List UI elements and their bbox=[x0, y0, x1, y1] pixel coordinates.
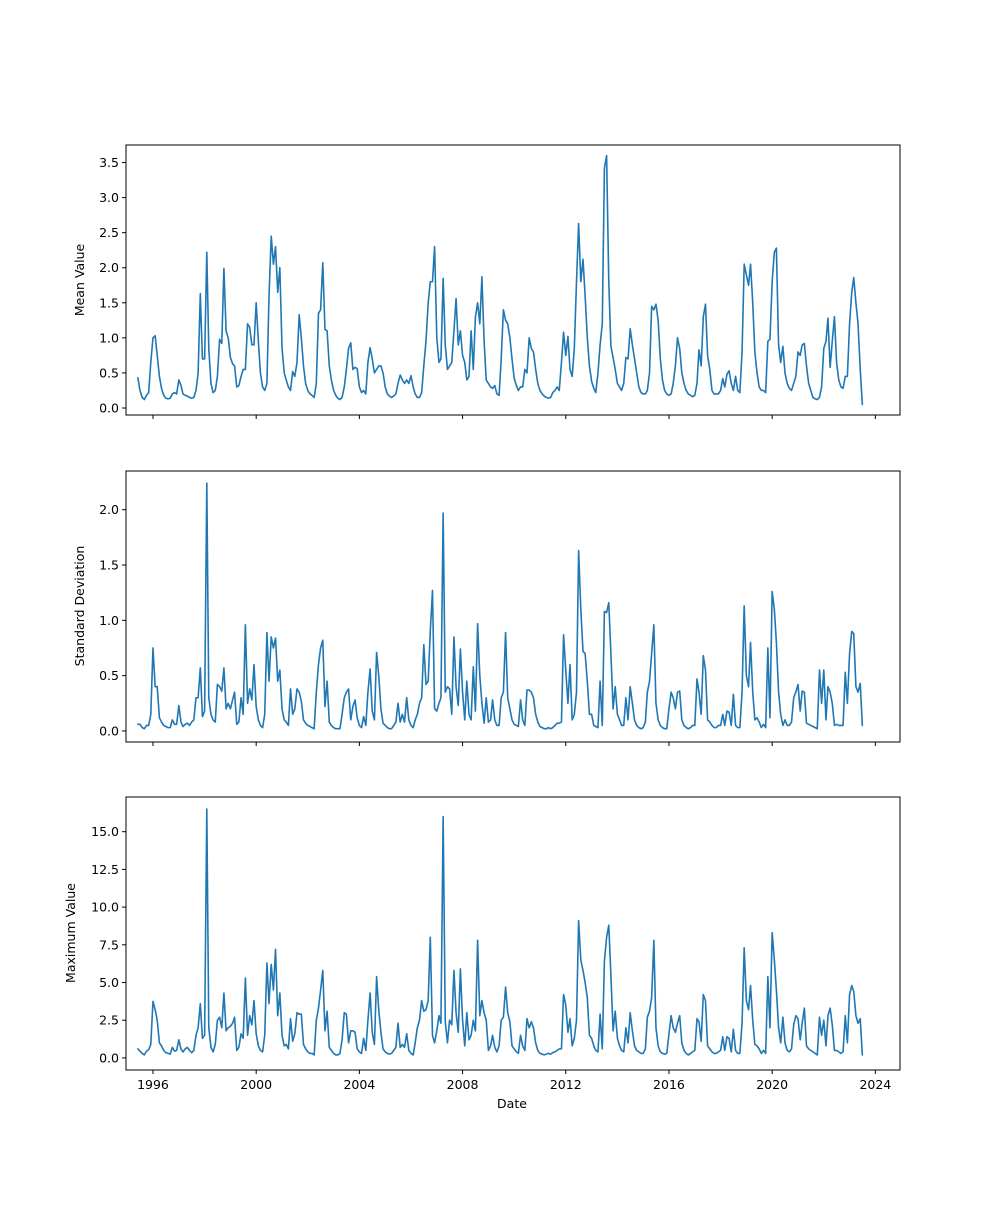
maximum-value-y-tick-label: 2.5 bbox=[99, 1013, 119, 1028]
mean-value-series-line bbox=[137, 154, 864, 406]
mean-value-y-tick-label: 1.5 bbox=[99, 295, 119, 310]
mean-value-x-ticks bbox=[152, 415, 876, 419]
mean-value-y-tick-label: 3.0 bbox=[99, 190, 119, 205]
standard-deviation-y-tick-label: 1.5 bbox=[99, 558, 119, 573]
mean-value-series-group bbox=[137, 154, 864, 406]
maximum-value-y-tick-label: 0.0 bbox=[99, 1050, 119, 1065]
standard-deviation-axes-frame bbox=[125, 470, 901, 743]
mean-value-y-tick-label: 0.5 bbox=[99, 365, 119, 380]
maximum-value-x-tick-label: 2016 bbox=[653, 1077, 685, 1092]
standard-deviation-y-ticks: 0.0 0.5 1.0 1.5 2.0 bbox=[99, 502, 126, 738]
maximum-value-x-tick-label: 2008 bbox=[447, 1077, 479, 1092]
mean-value-panel: 0.0 0.5 1.0 1.5 2.0 2.5 3.0 3.5 Mean Value bbox=[72, 144, 901, 419]
maximum-value-series-group bbox=[137, 808, 864, 1056]
maximum-value-y-ticks: 0.0 2.5 5.0 7.5 10.0 12.5 15.0 bbox=[91, 824, 126, 1065]
standard-deviation-panel: 0.0 0.5 1.0 1.5 2.0 Standard Deviation bbox=[72, 470, 901, 746]
date-x-axis-label: Date bbox=[497, 1096, 527, 1111]
standard-deviation-series-line bbox=[137, 482, 864, 730]
maximum-value-x-tick-label: 2024 bbox=[859, 1077, 891, 1092]
mean-value-y-axis-label: Mean Value bbox=[72, 244, 87, 317]
mean-value-y-tick-label: 2.5 bbox=[99, 225, 119, 240]
maximum-value-x-ticks: 1996 2000 2004 2008 2012 2016 2020 2024 bbox=[137, 1070, 891, 1092]
maximum-value-x-tick-label: 2000 bbox=[240, 1077, 272, 1092]
maximum-value-y-tick-label: 10.0 bbox=[91, 900, 119, 915]
maximum-value-x-tick-label: 1996 bbox=[137, 1077, 169, 1092]
maximum-value-y-axis-label: Maximum Value bbox=[63, 883, 78, 983]
mean-value-y-tick-label: 3.5 bbox=[99, 155, 119, 170]
maximum-value-y-tick-label: 5.0 bbox=[99, 975, 119, 990]
mean-value-y-tick-label: 1.0 bbox=[99, 330, 119, 345]
maximum-value-y-tick-label: 15.0 bbox=[91, 824, 119, 839]
standard-deviation-y-tick-label: 0.0 bbox=[99, 723, 119, 738]
maximum-value-x-tick-label: 2004 bbox=[343, 1077, 375, 1092]
mean-value-axes-frame bbox=[125, 144, 901, 416]
maximum-value-axes-frame bbox=[125, 796, 901, 1071]
standard-deviation-y-tick-label: 0.5 bbox=[99, 668, 119, 683]
standard-deviation-y-tick-label: 2.0 bbox=[99, 502, 119, 517]
maximum-value-x-tick-label: 2012 bbox=[550, 1077, 582, 1092]
standard-deviation-x-ticks bbox=[152, 742, 876, 746]
standard-deviation-y-tick-label: 1.0 bbox=[99, 613, 119, 628]
maximum-value-series-line bbox=[137, 808, 864, 1056]
mean-value-y-tick-label: 2.0 bbox=[99, 260, 119, 275]
mean-value-y-tick-label: 0.0 bbox=[99, 400, 119, 415]
maximum-value-y-tick-label: 7.5 bbox=[99, 937, 119, 952]
maximum-value-y-tick-label: 12.5 bbox=[91, 862, 119, 877]
standard-deviation-y-axis-label: Standard Deviation bbox=[72, 546, 87, 667]
maximum-value-panel: 0.0 2.5 5.0 7.5 10.0 12.5 15.0 1996 2000 2004 200… bbox=[63, 796, 901, 1111]
maximum-value-x-tick-label: 2020 bbox=[756, 1077, 788, 1092]
mean-value-y-ticks: 0.0 0.5 1.0 1.5 2.0 2.5 3.0 3.5 bbox=[99, 155, 126, 415]
standard-deviation-series-group bbox=[137, 482, 864, 730]
